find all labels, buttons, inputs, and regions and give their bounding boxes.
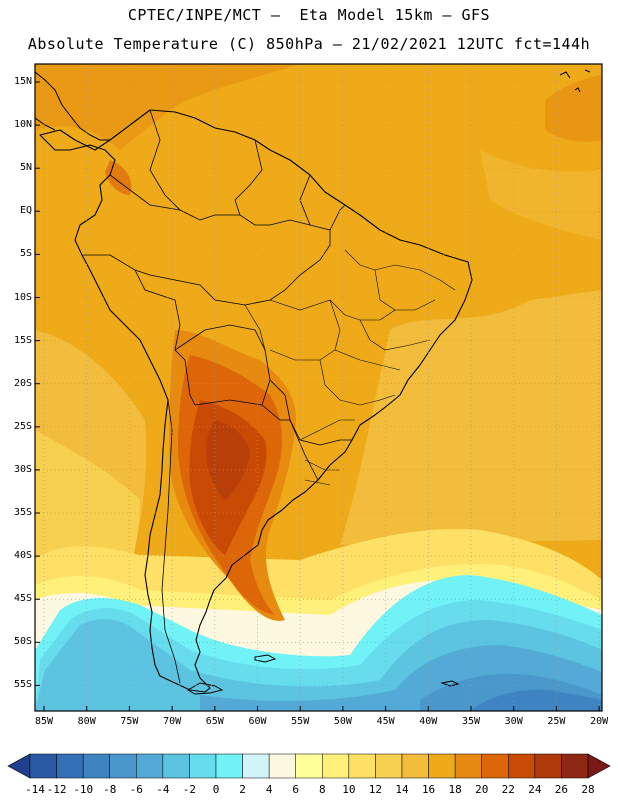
colorbar-label: 16 — [421, 783, 436, 796]
longitude-label: 20W — [590, 716, 609, 727]
colorbar-label: 12 — [368, 783, 383, 796]
longitude-label: 40W — [419, 716, 438, 727]
caribbean-islands — [559, 69, 591, 93]
latitude-label: 5S — [19, 248, 32, 260]
colorbar-swatch — [454, 753, 482, 779]
colorbar-label: 26 — [554, 783, 569, 796]
colorbar-swatch — [561, 753, 589, 779]
colorbar-label: 24 — [528, 783, 542, 796]
colorbar-label: 20 — [475, 783, 489, 796]
south-georgia — [440, 680, 460, 687]
colorbar — [7, 753, 611, 779]
latitude-label: 30S — [13, 463, 32, 475]
colorbar-label: -10 — [73, 783, 94, 796]
colorbar-label: -14 — [25, 783, 45, 796]
colorbar-swatch — [534, 753, 562, 779]
colorbar-swatch — [508, 753, 536, 779]
temp-band-minus6 — [470, 689, 602, 711]
colorbar-swatch — [215, 753, 243, 779]
colorbar-label: 18 — [448, 783, 462, 796]
latitude-label: 15S — [13, 334, 32, 346]
colorbar-label: 6 — [292, 783, 300, 796]
longitude-label: 70W — [163, 716, 182, 727]
latitude-label: 10S — [13, 291, 32, 303]
latitude-label: 25S — [13, 420, 32, 432]
axis-ticks — [35, 81, 600, 711]
colorbar-label: 0 — [212, 783, 220, 796]
colorbar-label: -4 — [156, 783, 170, 796]
title-line-2: Absolute Temperature (C) 850hPa – 21/02/… — [27, 35, 591, 53]
longitude-label: 75W — [120, 716, 139, 727]
latitude-label: 15N — [13, 76, 32, 87]
temp-band-16-east — [340, 290, 602, 545]
south-america-coastline — [39, 109, 473, 693]
longitude-label: 35W — [461, 716, 481, 727]
colorbar-label: -12 — [46, 783, 67, 796]
latitude-label: 45S — [13, 593, 32, 605]
colorbar-swatch — [428, 753, 456, 779]
latitude-label: 55S — [13, 679, 32, 691]
latitude-label: 35S — [13, 507, 32, 518]
colorbar-swatch — [295, 753, 323, 779]
colorbar-swatch — [348, 753, 376, 779]
colorbar-swatch — [189, 753, 217, 779]
latitude-label: 50S — [13, 636, 32, 648]
colorbar-label: 14 — [395, 783, 409, 796]
falkland-islands — [254, 654, 277, 663]
colorbar-swatch — [481, 753, 509, 779]
colorbar-label: 4 — [265, 783, 273, 796]
colorbar-label: -2 — [182, 783, 197, 796]
colorbar-label: 8 — [318, 783, 326, 796]
colorbar-swatch — [162, 753, 190, 779]
colorbar-swatch — [375, 753, 403, 779]
colorbar-label: -6 — [129, 783, 143, 796]
temp-band-20-north — [35, 64, 300, 150]
temp-band-14-atlantic — [480, 150, 602, 240]
latitude-label: 40S — [13, 550, 32, 562]
colorbar-label: 10 — [342, 783, 356, 796]
longitude-label: 30W — [504, 716, 523, 727]
temp-band-26 — [206, 420, 250, 500]
colorbar-swatch — [322, 753, 350, 779]
longitude-label: 45W — [376, 716, 395, 727]
central-america-coastline — [35, 71, 110, 141]
latitude-label: 20S — [13, 377, 32, 389]
colorbar-low-extend — [7, 753, 31, 779]
colorbar-swatch — [29, 753, 57, 779]
longitude-label: 65W — [205, 716, 224, 727]
latitude-label: 10N — [13, 119, 32, 131]
caribbean-coastline — [35, 117, 56, 131]
longitude-label: 55W — [291, 716, 310, 727]
colorbar-label: -8 — [103, 783, 117, 796]
latitude-label: 5N — [19, 162, 32, 174]
longitude-label: 60W — [248, 716, 267, 727]
colorbar-high-extend — [587, 753, 611, 779]
longitude-label: 85W — [34, 716, 54, 727]
longitude-label: 25W — [547, 716, 566, 727]
colorbar-swatch — [401, 753, 429, 779]
map-frame — [34, 63, 603, 712]
colorbar-swatch — [82, 753, 110, 779]
colorbar-swatch — [242, 753, 270, 779]
colorbar-label: 2 — [239, 783, 246, 796]
longitude-label: 80W — [77, 716, 96, 727]
colorbar-swatch — [136, 753, 164, 779]
tierra-del-fuego — [187, 682, 224, 695]
latitude-label: EQ — [19, 205, 32, 217]
colorbar-swatch — [109, 753, 137, 779]
colorbar-swatch — [56, 753, 84, 779]
colorbar-label: 28 — [581, 783, 595, 796]
map-grid — [35, 64, 602, 711]
longitude-label: 50W — [333, 716, 352, 727]
title-line-1: CPTEC/INPE/MCT – Eta Model 15km – GFS — [127, 6, 491, 24]
colorbar-label: 22 — [501, 783, 515, 796]
colorbar-swatch — [268, 753, 296, 779]
